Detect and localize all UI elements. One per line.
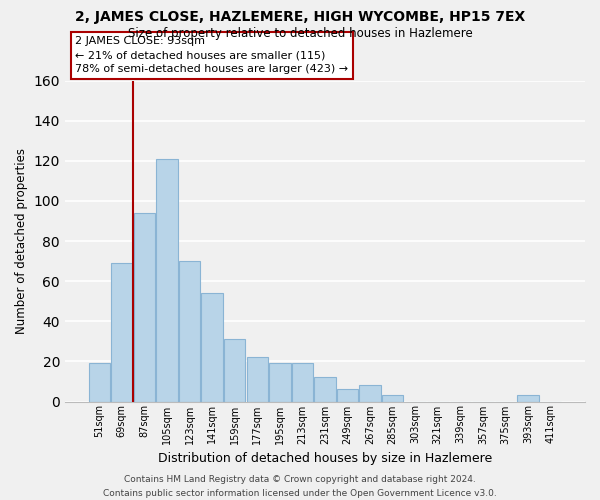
Bar — [517, 396, 539, 402]
Bar — [292, 364, 313, 402]
X-axis label: Distribution of detached houses by size in Hazlemere: Distribution of detached houses by size … — [158, 452, 492, 465]
Bar — [224, 340, 245, 402]
Bar — [89, 364, 110, 402]
Bar — [179, 261, 200, 402]
Bar — [247, 358, 268, 402]
Bar — [314, 378, 335, 402]
Bar — [382, 396, 403, 402]
Text: 2 JAMES CLOSE: 93sqm
← 21% of detached houses are smaller (115)
78% of semi-deta: 2 JAMES CLOSE: 93sqm ← 21% of detached h… — [76, 36, 349, 74]
Bar — [359, 386, 381, 402]
Bar — [337, 390, 358, 402]
Bar — [156, 158, 178, 402]
Text: Contains HM Land Registry data © Crown copyright and database right 2024.
Contai: Contains HM Land Registry data © Crown c… — [103, 476, 497, 498]
Bar — [134, 213, 155, 402]
Bar — [269, 364, 290, 402]
Bar — [202, 293, 223, 402]
Text: Size of property relative to detached houses in Hazlemere: Size of property relative to detached ho… — [128, 28, 472, 40]
Y-axis label: Number of detached properties: Number of detached properties — [15, 148, 28, 334]
Text: 2, JAMES CLOSE, HAZLEMERE, HIGH WYCOMBE, HP15 7EX: 2, JAMES CLOSE, HAZLEMERE, HIGH WYCOMBE,… — [75, 10, 525, 24]
Bar — [111, 263, 133, 402]
